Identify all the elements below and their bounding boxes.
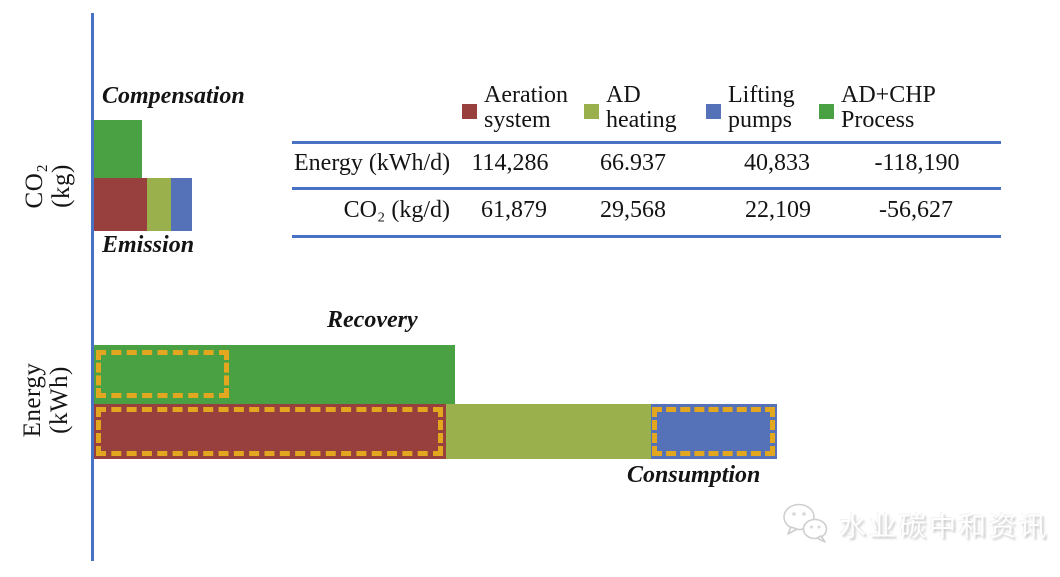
legend-label-line: heating [606, 107, 677, 133]
legend-label-line: Lifting [728, 82, 795, 108]
legend-swatch-lifting-pumps [706, 104, 721, 119]
table-row2-value-adheating: 29,568 [600, 197, 666, 223]
recovery-label: Recovery [327, 307, 418, 333]
table-row2-label: CO₂ (kg/d) [343, 197, 450, 223]
co2-axis-label-line2: (kg) [48, 164, 75, 208]
co2-axis-label: CO₂ (kg) [21, 121, 79, 251]
legend-label-aeration-system: Aeration system [484, 83, 568, 133]
table-rule-bottom [292, 235, 1001, 238]
legend-swatch-adchp-process [819, 104, 834, 119]
legend-label-line: pumps [728, 107, 793, 133]
table-row2-value-adchp: -56,627 [879, 197, 953, 223]
recovery-highlight-dashed-box [96, 350, 229, 398]
legend-label-adchp-process: AD+CHP Process [841, 83, 936, 133]
compensation-label: Compensation [102, 83, 245, 109]
legend-swatch-aeration-system [462, 104, 477, 119]
watermark-text: 水业碳中和资讯 [839, 511, 1049, 543]
legend-label-ad-heating: AD heating [606, 83, 677, 133]
energy-axis-label-line1: Energy [19, 362, 46, 438]
co2-emission-segment-aeration [94, 178, 147, 231]
consumption-label: Consumption [627, 462, 761, 488]
legend-label-line: Process [841, 107, 915, 133]
table-rule-top [292, 141, 1001, 144]
energy-axis-label: Energy (kWh) [19, 325, 77, 475]
energy-consumption-segment-liftingpumps [651, 404, 777, 459]
energy-consumption-segment-aeration [94, 404, 446, 459]
energy-consumption-segment-adheating [446, 404, 651, 459]
table-row1-value-adheating: 66.937 [600, 150, 666, 176]
watermark: 水业碳中和资讯 [781, 502, 1049, 546]
legend-label-line: system [484, 107, 551, 133]
emission-label: Emission [102, 232, 195, 258]
legend-label-line: AD [606, 82, 641, 108]
table-row1-value-adchp: -118,190 [874, 150, 960, 176]
table-rule-middle [292, 187, 1001, 190]
wechat-icon [783, 503, 828, 543]
legend-label-line: Aeration [484, 82, 568, 108]
table-row1-value-aeration: 114,286 [471, 150, 549, 176]
legend-label-lifting-pumps: Lifting pumps [728, 83, 795, 133]
legend-swatch-ad-heating [584, 104, 599, 119]
table-row1-value-lifting: 40,833 [744, 150, 810, 176]
liftingpumps-highlight-dashed-box [652, 407, 775, 456]
co2-emission-segment-adheating [147, 178, 171, 231]
y-axis-line [91, 13, 94, 561]
table-row1-label: Energy (kWh/d) [294, 150, 451, 176]
aeration-highlight-dashed-box [96, 407, 443, 456]
co2-compensation-bar-adchp [94, 120, 142, 178]
table-row2-value-lifting: 22,109 [745, 197, 811, 223]
legend-label-line: AD+CHP [841, 82, 936, 108]
table-row2-value-aeration: 61,879 [481, 197, 547, 223]
co2-axis-label-line1: CO₂ [21, 163, 48, 209]
energy-axis-label-line2: (kWh) [46, 366, 73, 434]
co2-emission-segment-liftingpumps [171, 178, 192, 231]
